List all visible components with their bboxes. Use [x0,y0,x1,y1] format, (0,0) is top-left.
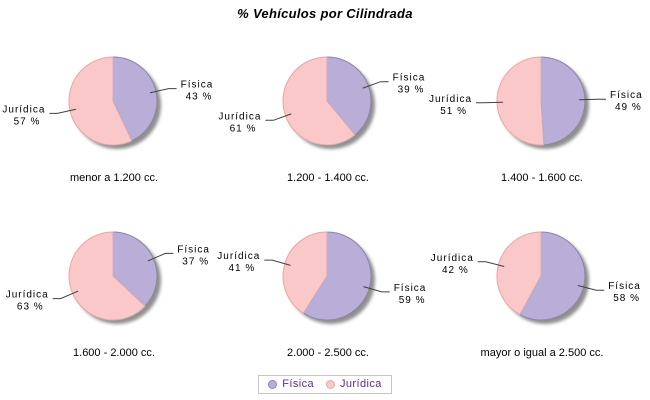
slice-label: Física 59 % [394,283,427,306]
slice-label: Física 49 % [610,90,643,113]
slice-label: Física 37 % [177,244,210,267]
leader-line [49,108,77,114]
slice-label: Física 43 % [181,80,214,103]
legend: Física Jurídica [258,375,392,394]
pie-slice-juridica [496,56,545,146]
category-label: 2.000 - 2.500 cc. [287,347,369,359]
juridica-swatch-icon [326,379,336,389]
leader-line [477,261,505,267]
pie-chart: Física 43 % Jurídica 57 % [2,56,214,149]
leader-line [362,81,389,89]
pie-chart: Física 59 % Jurídica 41 % [217,231,427,324]
fisica-swatch-icon [268,379,278,389]
category-label: 1.200 - 1.400 cc. [287,172,369,184]
legend-item-juridica: Jurídica [326,378,382,390]
pie-grid: Física 43 % Jurídica 57 % menor a 1.200 cc.… [2,30,650,359]
slice-label: Jurídica 42 % [431,253,474,276]
pie-chart-cell: Física 49 % Jurídica 51 % 1.400 - 1.600 cc. [429,30,650,205]
legend-row: Física Jurídica [0,375,650,394]
category-label: 1.400 - 1.600 cc. [501,172,583,184]
slice-label: Jurídica 57 % [2,104,45,127]
pie-chart: Física 37 % Jurídica 63 % [6,231,210,324]
pie-chart: Física 39 % Jurídica 61 % [218,56,426,149]
pie-chart: Física 58 % Jurídica 42 % [431,231,641,324]
leader-line [265,113,292,121]
legend-item-fisica: Física [268,378,314,390]
leader-line [363,286,390,293]
pie-chart-cell: Física 58 % Jurídica 42 % mayor o igual a 2… [431,205,650,380]
pie-chart-cell: Física 43 % Jurídica 57 % menor a 1.200 cc. [2,30,222,205]
slice-label: Jurídica 41 % [217,251,260,274]
leader-line [147,252,174,262]
chart-title: % Vehículos por Cilindrada [237,6,413,21]
pie-chart-cell: Física 37 % Jurídica 63 % 1.600 - 2.000 cc. [6,205,222,380]
slice-label: Física 39 % [393,73,426,96]
leader-line [52,290,79,300]
leader-line [578,98,606,101]
category-label: 1.600 - 2.000 cc. [73,347,155,359]
leader-line [264,259,291,266]
pie-chart-cell: Física 39 % Jurídica 61 % 1.200 - 1.400 cc. [218,30,436,205]
leader-line [476,101,504,104]
category-label: menor a 1.200 cc. [69,172,159,184]
leader-line [149,88,177,94]
category-label: mayor o igual a 2.500 cc. [480,347,604,359]
legend-label-juridica: Jurídica [340,378,382,390]
pie-chart-cell: Física 59 % Jurídica 41 % 2.000 - 2.500 cc. [217,205,436,380]
slice-label: Jurídica 63 % [6,290,49,313]
legend-label-fisica: Física [282,378,315,390]
slice-label: Jurídica 51 % [429,94,472,117]
leader-line [577,285,605,291]
slice-label: Física 58 % [608,281,641,304]
pie-chart: Física 49 % Jurídica 51 % [429,56,643,149]
slice-label: Jurídica 61 % [218,111,261,134]
